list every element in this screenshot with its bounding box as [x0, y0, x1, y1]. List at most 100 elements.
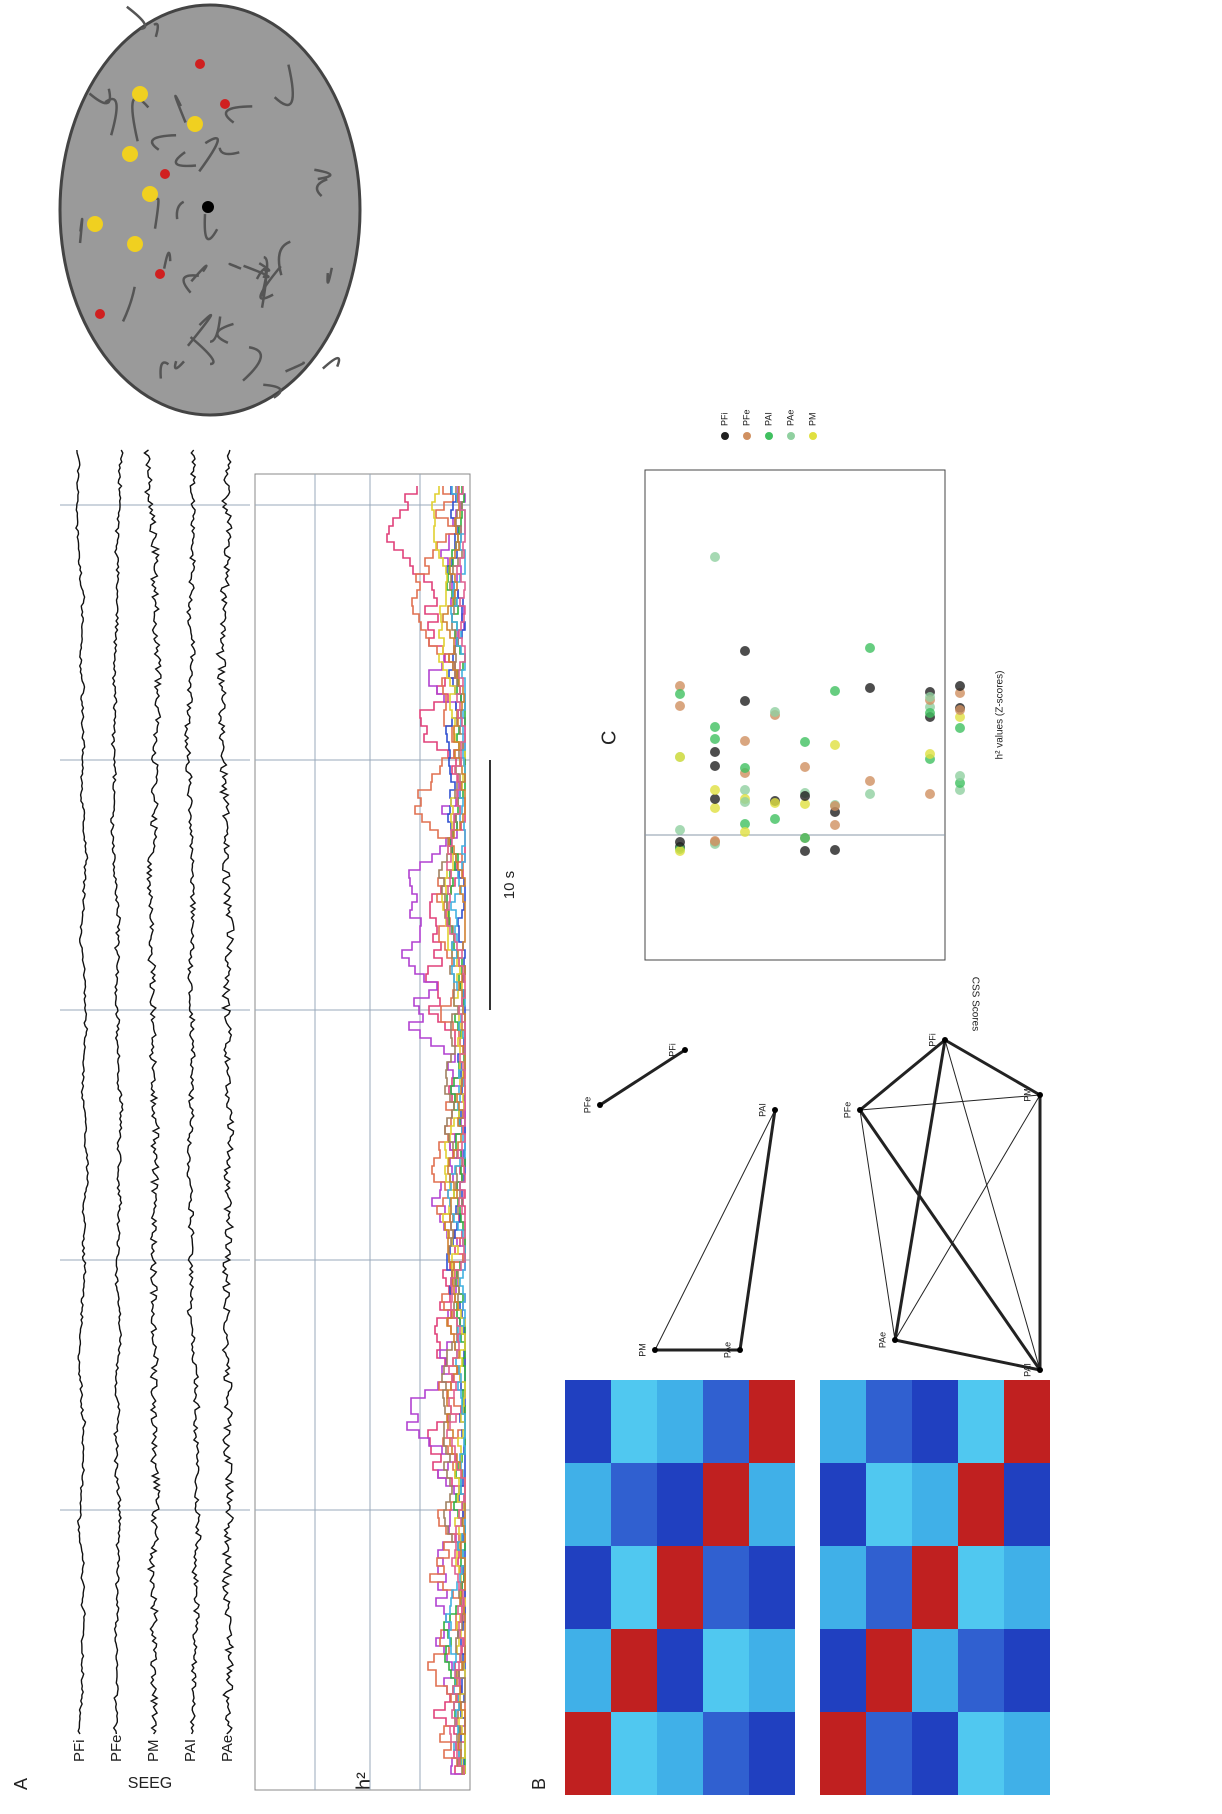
electrode [127, 236, 143, 252]
matrix-cell [866, 1463, 912, 1546]
edge [599, 1048, 686, 1107]
figure-body: A B C SEEG h² 10 s PFi PFe PM PAI PAe PFe PFi P… [11, 3, 1050, 1795]
scatter-point [955, 785, 965, 795]
legend-label: PM [807, 413, 817, 427]
sulcus [228, 262, 242, 270]
edge [858, 1109, 1042, 1371]
sulcus [162, 251, 172, 269]
node-label: PM [1022, 1088, 1032, 1102]
sulcus [263, 383, 282, 399]
electrode [95, 309, 105, 319]
sulcus [242, 345, 262, 382]
scatter-point [800, 762, 810, 772]
node-label: PFi [667, 1043, 677, 1057]
scatter-point [955, 723, 965, 733]
scatter-point [800, 791, 810, 801]
trace [215, 449, 235, 1735]
h2-trace [431, 486, 466, 1774]
matrix-cell [657, 1546, 703, 1629]
scatter-point [740, 736, 750, 746]
sulcus [186, 313, 213, 347]
matrix-cell [703, 1463, 749, 1546]
matrix-cell [912, 1629, 958, 1712]
edge [894, 1094, 1041, 1341]
matrix-cell [820, 1629, 866, 1712]
h2-trace [411, 486, 466, 1774]
scatter-point [925, 692, 935, 702]
scatter-point [675, 752, 685, 762]
scatter-point [770, 707, 780, 717]
legend-label: PFe [741, 409, 751, 426]
scatter-point [830, 740, 840, 750]
scatter-point [925, 789, 935, 799]
sulcus [258, 262, 271, 272]
scatter-point [830, 845, 840, 855]
scatter-point [740, 827, 750, 837]
trace [184, 449, 202, 1735]
matrix-cell [1004, 1712, 1050, 1795]
sulcus [277, 240, 291, 276]
edge [859, 1109, 896, 1341]
node-label: PFe [582, 1097, 592, 1114]
sulcus [88, 88, 112, 105]
matrix-cell [958, 1380, 1004, 1463]
scatter-point [865, 683, 875, 693]
sulcus [315, 178, 328, 198]
node [737, 1347, 743, 1353]
matrix-cell [912, 1463, 958, 1546]
h2-trace [401, 486, 466, 1775]
electrode [195, 59, 205, 69]
axis-title: CSS Scores [969, 977, 980, 1031]
scale-label: 10 s [501, 871, 518, 899]
sulcus [131, 96, 150, 142]
node [892, 1337, 898, 1343]
panel-label: C [598, 731, 620, 745]
node-label: PAI [757, 1103, 767, 1117]
matrix-cell [1004, 1463, 1050, 1546]
node-label: PFe [842, 1102, 852, 1119]
scatter-point [955, 705, 965, 715]
sulcus [189, 336, 215, 366]
sulcus [322, 356, 341, 370]
matrix-cell [749, 1380, 795, 1463]
scatter-point [710, 734, 720, 744]
matrix-cell [611, 1380, 657, 1463]
electrode [142, 186, 158, 202]
electrode [160, 169, 170, 179]
sulcus [126, 5, 147, 31]
edge [859, 1094, 1041, 1111]
legend-marker [765, 432, 773, 440]
matrix-cell [912, 1380, 958, 1463]
legend-marker [743, 432, 751, 440]
matrix-cell [565, 1463, 611, 1546]
h2-trace [445, 486, 466, 1775]
matrix-cell [866, 1629, 912, 1712]
matrix-cell [958, 1546, 1004, 1629]
sulcus [224, 105, 253, 124]
channel-label: PFi [71, 1740, 88, 1763]
node [682, 1047, 688, 1053]
sulcus [198, 137, 220, 173]
scatter-point [955, 688, 965, 698]
electrode [187, 116, 203, 132]
matrix-cell [958, 1712, 1004, 1795]
sulcus [153, 22, 160, 38]
legend-marker [809, 432, 817, 440]
scatter-point [710, 552, 720, 562]
scatter-point [830, 820, 840, 830]
axis-title: h² values (Z-scores) [995, 671, 1006, 760]
scatter-point [740, 763, 750, 773]
matrix-cell [1004, 1629, 1050, 1712]
scatter-point [710, 722, 720, 732]
matrix-cell [912, 1546, 958, 1629]
sulcus [159, 361, 170, 379]
electrode [155, 269, 165, 279]
panel-label: B [529, 1778, 549, 1790]
node [1037, 1367, 1043, 1373]
legend-marker [787, 432, 795, 440]
sulcus [173, 360, 185, 370]
sulcus [190, 264, 208, 283]
matrix-cell [565, 1380, 611, 1463]
edge [893, 1039, 947, 1341]
